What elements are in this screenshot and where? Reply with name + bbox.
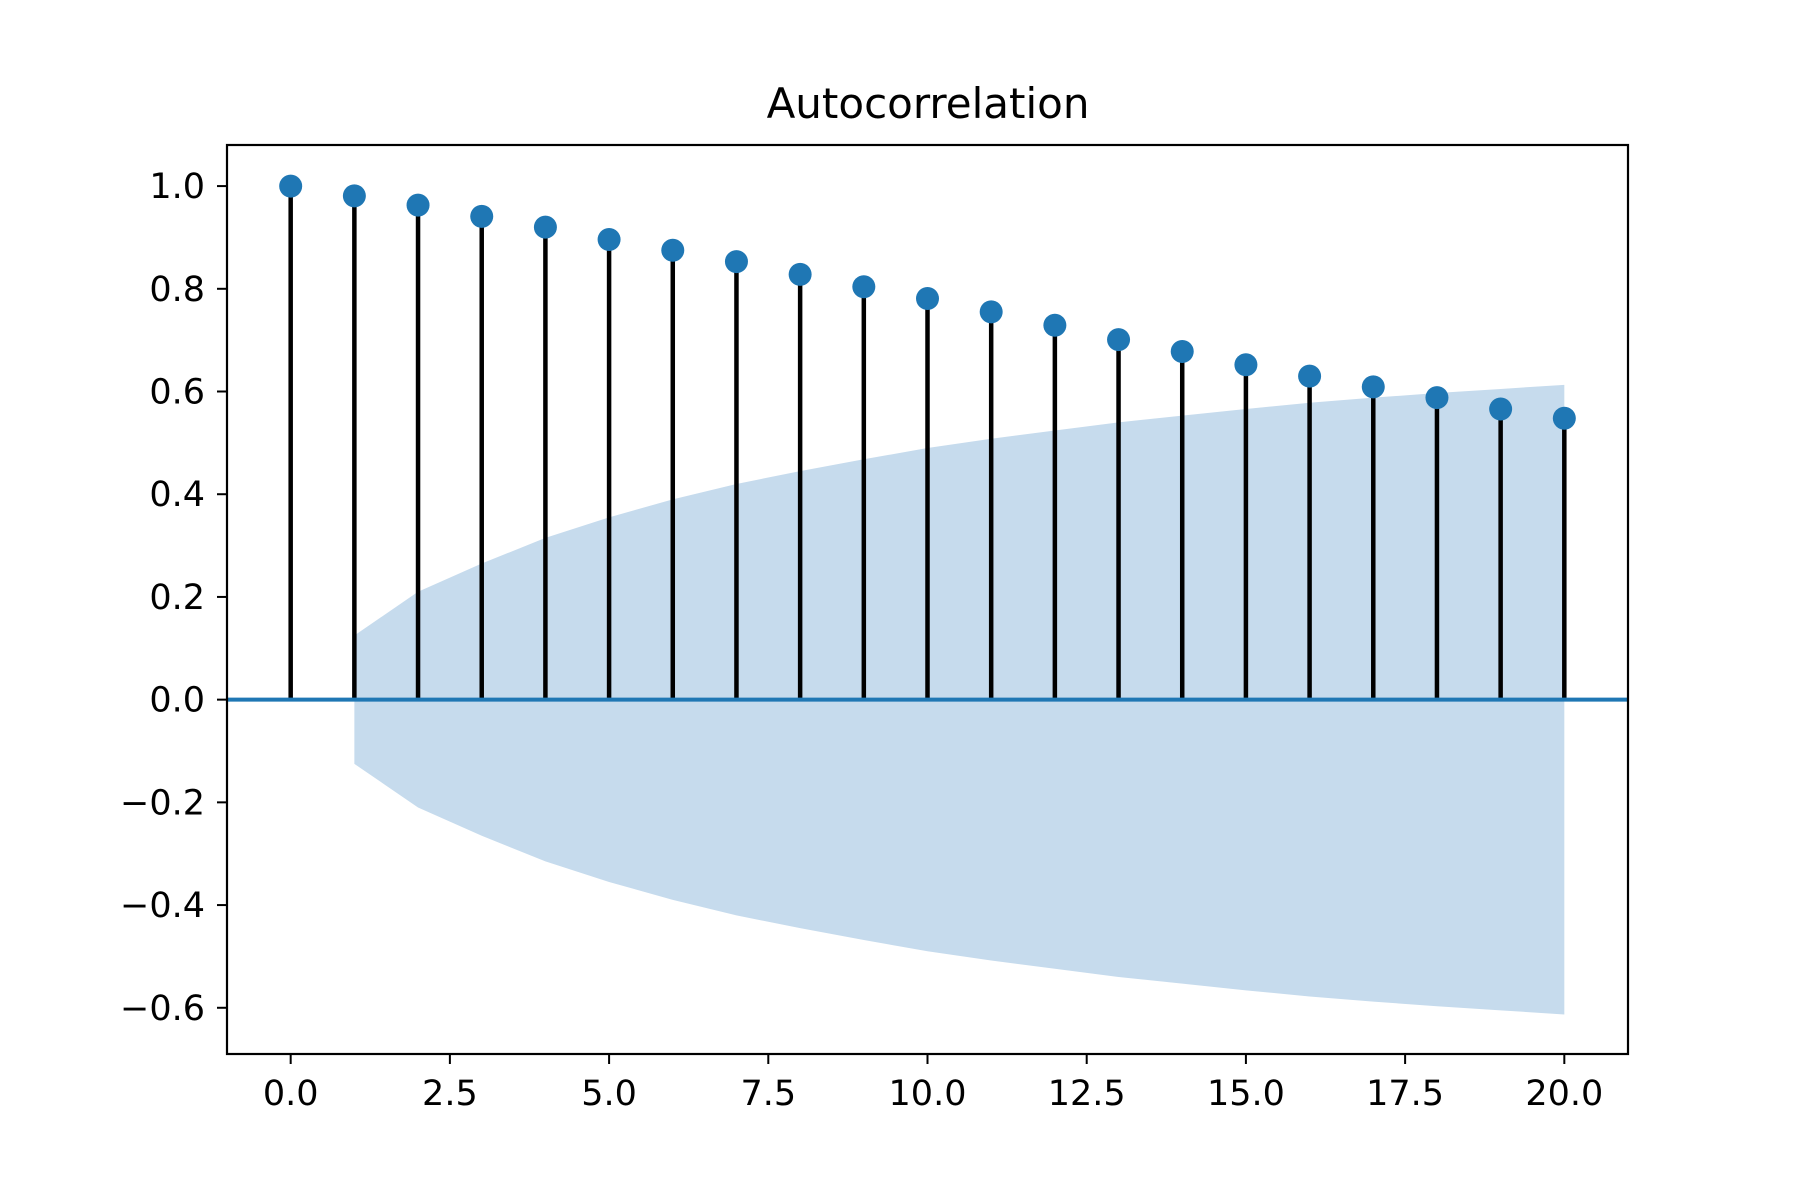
y-tick-label: −0.4 xyxy=(120,886,205,926)
y-tick-label: 0.6 xyxy=(149,373,205,413)
x-tick-label: 15.0 xyxy=(1207,1074,1285,1114)
chart-title: Autocorrelation xyxy=(767,79,1090,128)
y-tick-label: 0.0 xyxy=(149,681,205,721)
acf-point-lag-2 xyxy=(406,193,430,217)
x-tick-label: 17.5 xyxy=(1366,1074,1444,1114)
acf-point-lag-12 xyxy=(1043,313,1067,337)
acf-point-lag-20 xyxy=(1552,406,1576,430)
acf-point-lag-5 xyxy=(597,227,621,251)
acf-point-lag-1 xyxy=(342,184,366,208)
x-tick-label: 10.0 xyxy=(889,1074,967,1114)
acf-point-lag-6 xyxy=(661,238,685,262)
x-tick-label: 0.0 xyxy=(263,1074,319,1114)
acf-point-lag-11 xyxy=(979,300,1003,324)
y-tick-label: 0.4 xyxy=(149,475,205,515)
x-tick-label: 20.0 xyxy=(1525,1074,1603,1114)
acf-point-lag-0 xyxy=(279,174,303,198)
acf-point-lag-19 xyxy=(1489,397,1513,421)
x-tick-label: 12.5 xyxy=(1048,1074,1126,1114)
acf-point-lag-14 xyxy=(1170,339,1194,363)
acf-point-lag-18 xyxy=(1425,386,1449,410)
acf-point-lag-4 xyxy=(533,215,557,239)
y-tick-label: 1.0 xyxy=(149,167,205,207)
acf-point-lag-10 xyxy=(916,287,939,311)
acf-point-lag-9 xyxy=(852,275,876,299)
x-tick-label: 2.5 xyxy=(422,1074,478,1114)
y-tick-label: −0.2 xyxy=(120,783,205,823)
y-tick-label: 0.8 xyxy=(149,270,205,310)
x-tick-label: 5.0 xyxy=(581,1074,637,1114)
acf-point-lag-8 xyxy=(788,262,812,286)
plot-area: 0.0 2.5 5.0 7.5 10.0 12.5 15.0 17.5 20.0 −0.6 −0.4… xyxy=(120,143,1630,1114)
y-tick-label: 0.2 xyxy=(149,578,205,618)
y-tick-label: −0.6 xyxy=(120,989,205,1029)
x-tick-label: 7.5 xyxy=(740,1074,796,1114)
acf-point-lag-3 xyxy=(470,204,494,228)
acf-point-lag-16 xyxy=(1298,364,1322,388)
acf-point-lag-7 xyxy=(724,250,748,274)
acf-point-lag-17 xyxy=(1361,375,1385,399)
acf-point-lag-15 xyxy=(1234,353,1258,377)
acf-point-lag-13 xyxy=(1107,328,1131,352)
